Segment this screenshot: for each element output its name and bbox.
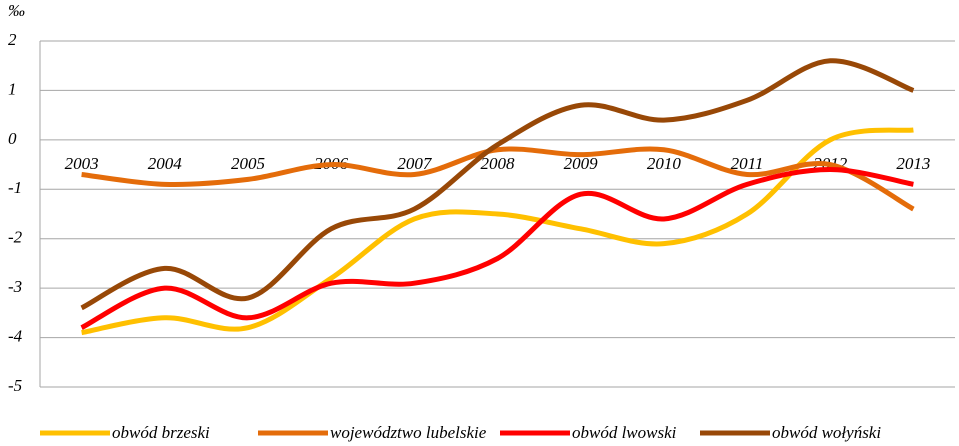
series-line: [81, 127, 914, 336]
y-tick-label: -2: [8, 228, 23, 247]
x-tick-label: 2009: [564, 154, 599, 173]
legend-label: obwód wołyński: [772, 423, 881, 442]
y-tick-label: -5: [8, 376, 22, 395]
y-tick-label: -4: [8, 326, 23, 345]
y-tick-label: -1: [8, 178, 22, 197]
y-tick-label: 2: [8, 30, 17, 49]
series-line: [81, 146, 915, 212]
series-line: [80, 167, 914, 330]
legend-label: obwód brzeski: [112, 423, 210, 442]
x-tick-label: 2008: [481, 154, 516, 173]
y-tick-label: -3: [8, 277, 22, 296]
y-tick-label: 1: [8, 79, 17, 98]
x-tick-label: 2007: [397, 154, 433, 173]
x-tick-label: 2013: [896, 154, 930, 173]
y-tick-label: 0: [8, 129, 17, 148]
x-tick-label: 2005: [231, 154, 265, 173]
legend-label: województwo lubelskie: [330, 423, 487, 442]
x-tick-label: 2011: [731, 154, 764, 173]
y-axis-label: ‰: [8, 1, 25, 20]
legend-label: obwód lwowski: [572, 423, 677, 442]
x-tick-label: 2003: [65, 154, 99, 173]
x-tick-label: 2004: [148, 154, 183, 173]
series-line: [80, 58, 915, 311]
x-tick-label: 2010: [647, 154, 682, 173]
